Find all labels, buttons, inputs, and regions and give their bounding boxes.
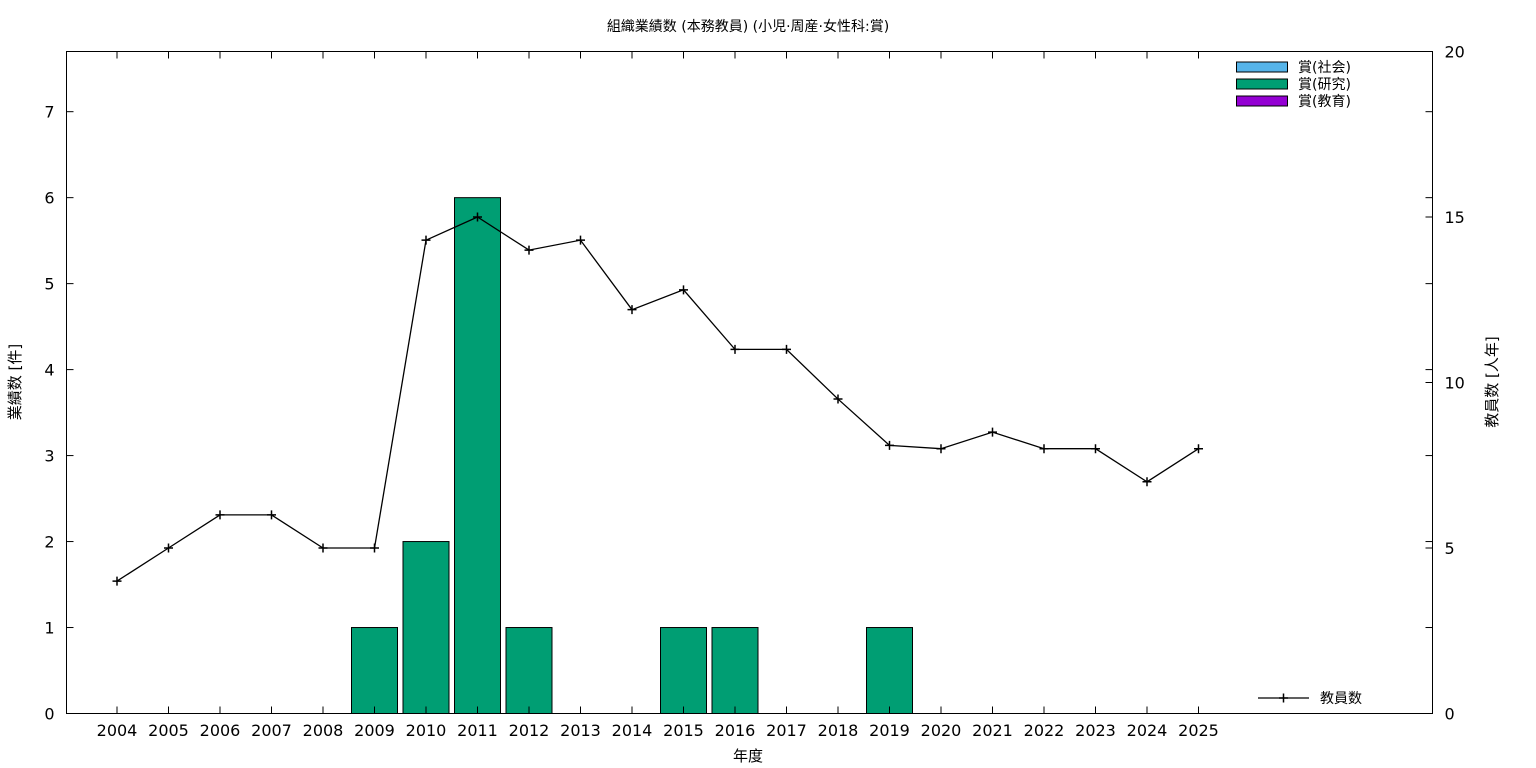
x-tick-label: 2016 — [715, 721, 756, 740]
data-point — [421, 235, 431, 245]
x-tick-label: 2018 — [818, 721, 859, 740]
y2-tick-label: 20 — [1445, 43, 1465, 62]
legend-label: 賞(研究) — [1298, 77, 1351, 93]
legend-label: 教員数 — [1320, 691, 1362, 707]
bar — [402, 541, 450, 714]
y-tick-label: 3 — [44, 447, 54, 466]
legend-swatch — [1236, 95, 1288, 107]
legend-label: 賞(教育) — [1298, 94, 1351, 110]
x-tick-label: 2006 — [200, 721, 241, 740]
y-tick-label: 5 — [44, 275, 54, 294]
data-point — [885, 440, 894, 450]
x-tick-label: 2007 — [251, 721, 292, 740]
x-tick-label: 2010 — [406, 721, 447, 740]
x-tick-label: 2025 — [1178, 721, 1219, 740]
data-point — [1194, 444, 1203, 454]
axes: 0 1 2 3 4 5 6 7 0 5 10 15 20 2004 2005 2006 2007 2008 2009… — [44, 43, 1465, 741]
plot-frame — [66, 51, 1433, 714]
x-tick-label: 2009 — [354, 721, 395, 740]
y2-tick-label: 15 — [1445, 208, 1465, 227]
data-point — [1039, 444, 1049, 454]
x-tick-label: 2024 — [1127, 721, 1168, 740]
data-point — [473, 212, 482, 222]
data-point — [576, 235, 585, 245]
x-tick-label: 2017 — [766, 721, 807, 740]
x-tick-label: 2013 — [560, 721, 601, 740]
y-tick-label: 0 — [44, 705, 54, 724]
legend-marker — [1279, 693, 1288, 703]
x-tick-label: 2008 — [303, 721, 344, 740]
series-line — [116, 216, 1199, 582]
y-tick-label: 2 — [44, 533, 54, 552]
x-tick-label: 2011 — [457, 721, 498, 740]
teacher-count-line — [112, 212, 1203, 586]
bar — [660, 627, 707, 715]
legend-swatch — [1236, 61, 1288, 73]
bar — [711, 627, 759, 715]
y-tick-label: 7 — [44, 103, 54, 122]
x-tick-label: 2020 — [921, 721, 962, 740]
data-point — [679, 285, 688, 295]
data-point — [524, 245, 534, 255]
data-point — [267, 510, 276, 520]
data-point — [164, 543, 173, 553]
x-tick-label: 2023 — [1075, 721, 1116, 740]
data-point — [318, 543, 328, 553]
y2-tick-label: 0 — [1445, 705, 1455, 724]
data-point — [782, 344, 791, 354]
x-tick-label: 2005 — [148, 721, 189, 740]
y-axis-label: 業績数 [件] — [6, 344, 24, 420]
data-point — [936, 444, 946, 454]
x-tick-label: 2004 — [97, 721, 138, 740]
x-tick-label: 2019 — [869, 721, 910, 740]
x-tick-label: 2021 — [972, 721, 1013, 740]
bar — [454, 197, 501, 715]
y-tick-label: 1 — [44, 619, 54, 638]
y2-axis-label: 教員数 [人年] — [1483, 336, 1501, 427]
legend-swatch — [1236, 78, 1288, 90]
x-tick-label: 2022 — [1024, 721, 1065, 740]
bar — [505, 627, 553, 715]
data-point — [215, 510, 225, 520]
bar — [866, 627, 913, 715]
data-point — [833, 394, 843, 404]
x-tick-label: 2012 — [509, 721, 550, 740]
x-tick-label: 2015 — [663, 721, 704, 740]
data-point — [1091, 444, 1100, 454]
data-point — [112, 576, 122, 586]
x-axis-label: 年度 — [733, 747, 763, 765]
chart-title: 組織業績数 (本務教員) (小児·周産·女性科:賞) — [607, 18, 889, 35]
data-point — [730, 344, 740, 354]
legend: 賞(社会)賞(研究)賞(教育) 教員数 — [1236, 60, 1362, 707]
x-tick-label: 2014 — [612, 721, 653, 740]
y2-tick-label: 5 — [1445, 539, 1455, 558]
data-point — [988, 427, 997, 437]
data-point — [1142, 477, 1152, 487]
data-point — [627, 305, 637, 315]
legend-label: 賞(社会) — [1298, 60, 1351, 76]
y-tick-label: 4 — [44, 361, 54, 380]
y2-tick-label: 10 — [1445, 374, 1465, 393]
bars — [351, 197, 913, 715]
data-point — [370, 543, 379, 553]
y-tick-label: 6 — [44, 189, 54, 208]
bar — [351, 627, 398, 715]
